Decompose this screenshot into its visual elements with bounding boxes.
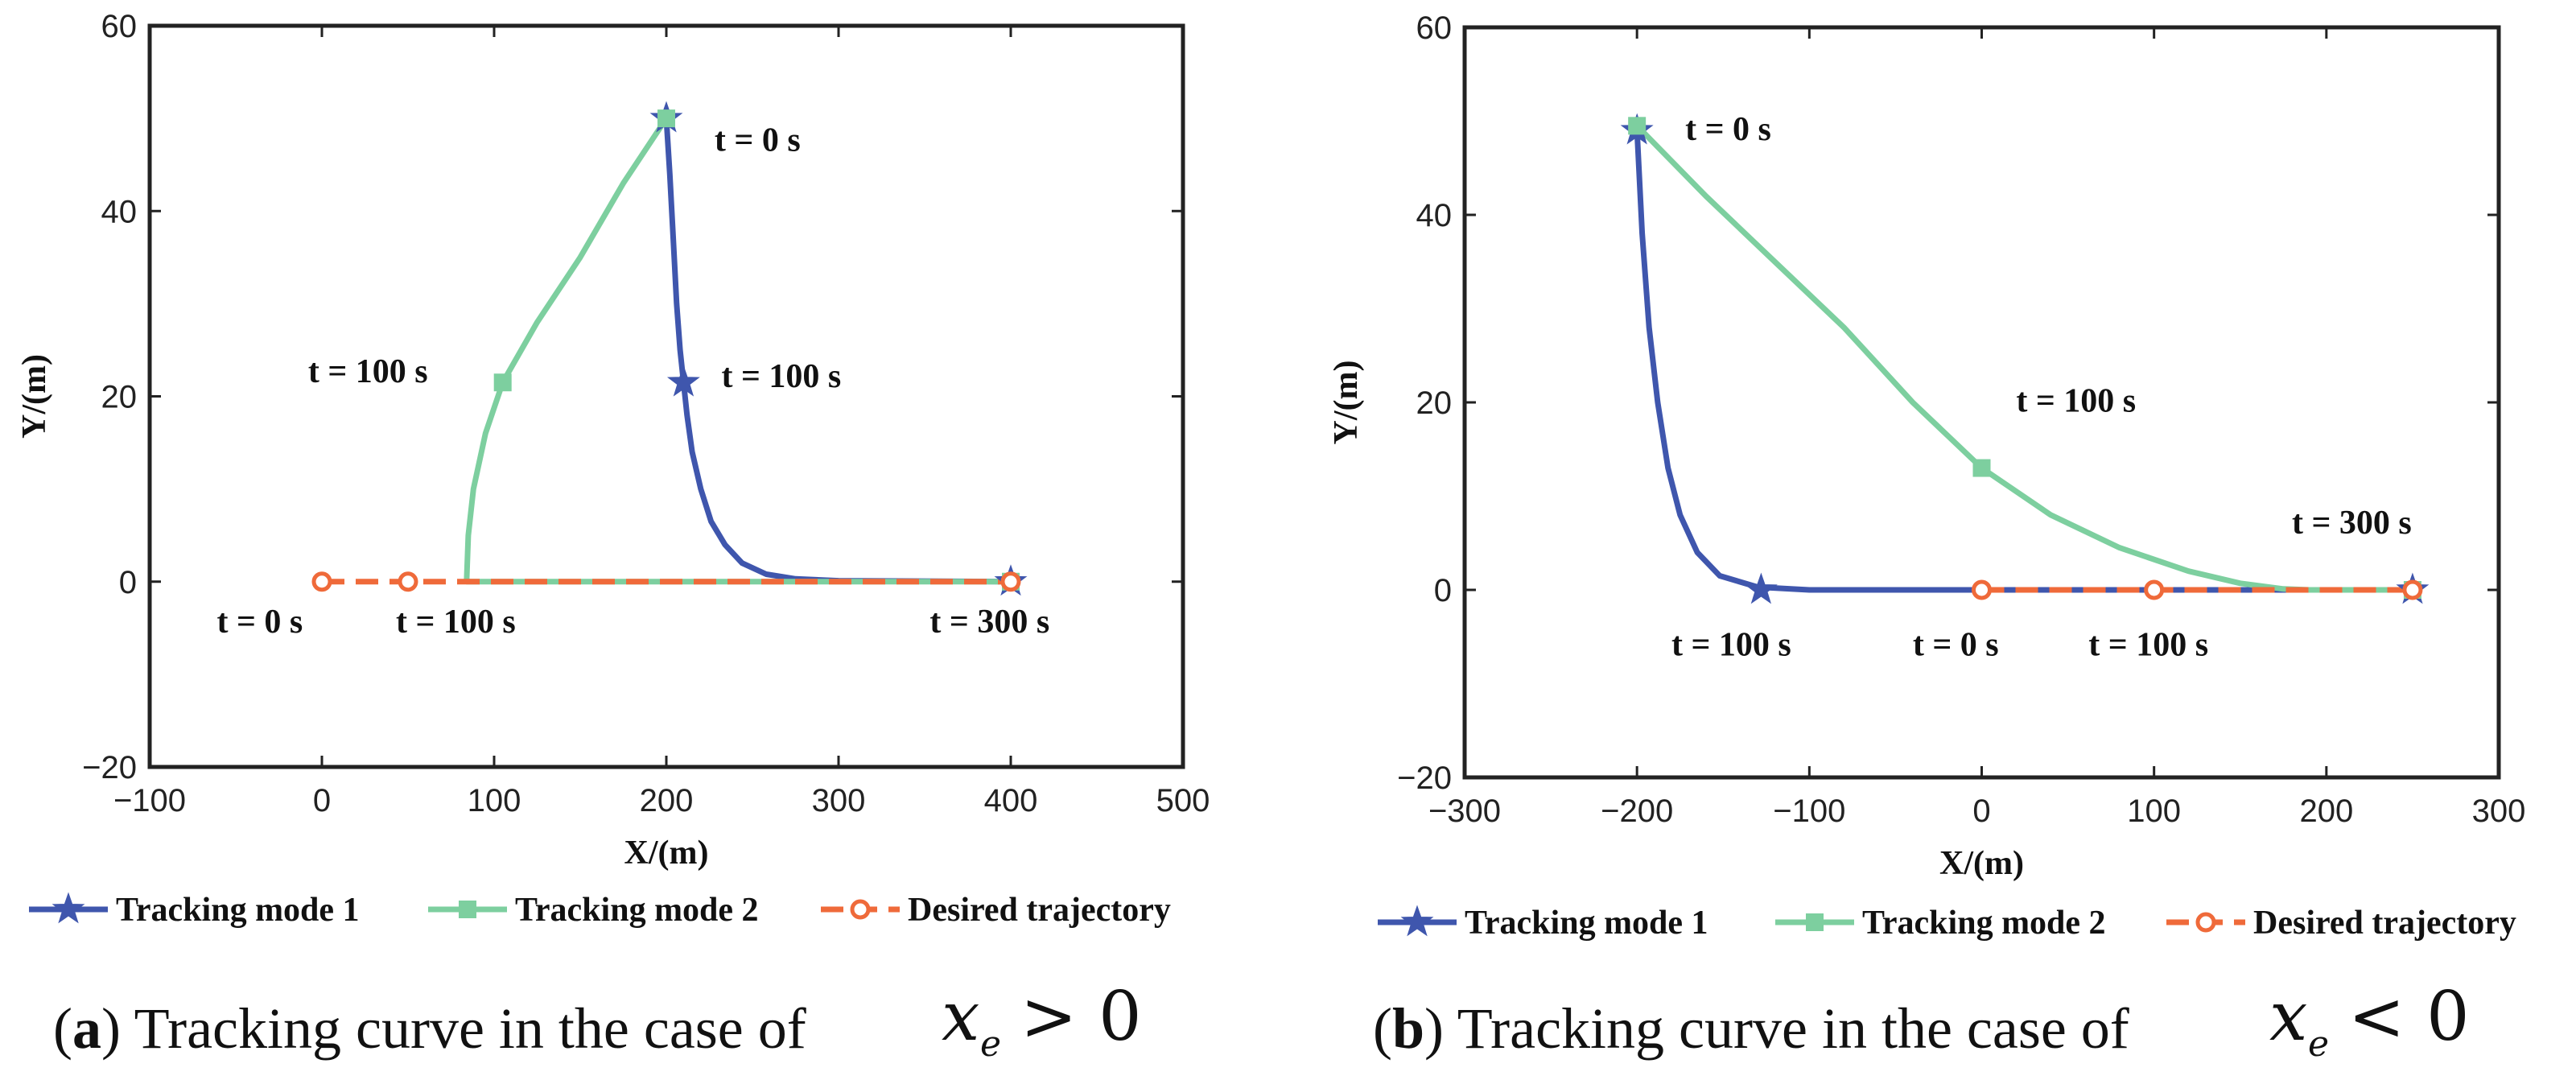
series-3-marker — [2144, 579, 2165, 600]
x-tick-label: 200 — [2299, 794, 2353, 829]
y-axis-label: Y/(m) — [1328, 361, 1365, 445]
legend-label: Tracking mode 2 — [515, 892, 759, 929]
legend-label: Desired trajectory — [2253, 905, 2516, 942]
x-tick-label: −200 — [1601, 794, 1673, 829]
legend-label: Tracking mode 1 — [116, 892, 360, 929]
caption-b: (b) Tracking curve in the case of x e < … — [1373, 977, 2470, 1065]
y-tick-label: 40 — [1416, 198, 1453, 233]
time-annotation: t = 0 s — [715, 122, 801, 159]
time-annotation: t = 300 s — [929, 604, 1049, 641]
x-tick-label: 300 — [812, 783, 866, 818]
caption-b-tag: b — [1392, 996, 1424, 1061]
x-tick-label: 500 — [1156, 783, 1210, 818]
legend-marker — [459, 901, 476, 918]
series-line-1 — [663, 117, 1012, 585]
caption-b-text: Tracking curve in the case of — [1444, 996, 2129, 1061]
y-tick-label: −20 — [82, 750, 137, 785]
series-line-2 — [464, 117, 1011, 585]
y-tick-label: 60 — [1416, 10, 1453, 46]
legend-a: Tracking mode 1 Tracking mode 2 Desired tr… — [29, 892, 1171, 929]
plot-frame — [1462, 25, 2501, 780]
time-annotation: t = 0 s — [1913, 627, 1999, 664]
legend-label: Tracking mode 2 — [1862, 905, 2106, 942]
time-annotation: t = 0 s — [216, 604, 303, 641]
plot-frame — [147, 23, 1185, 769]
series-3-marker — [311, 571, 332, 592]
caption-b-op: < 0 — [2348, 977, 2470, 1056]
x-tick-label: 100 — [468, 783, 521, 818]
caption-a-op: > 0 — [1020, 977, 1142, 1056]
legend-marker — [850, 899, 871, 920]
x-axis-label: X/(m) — [1939, 845, 2024, 882]
legend-label: Desired trajectory — [908, 892, 1171, 929]
series-2-marker — [1628, 117, 1647, 135]
caption-b-var: x — [2269, 977, 2307, 1056]
time-annotation: t = 100 s — [721, 358, 841, 395]
x-tick-label: 200 — [640, 783, 694, 818]
series-3-marker — [398, 571, 418, 592]
time-annotation: t = 0 s — [1685, 111, 1771, 148]
series-line-1 — [1634, 130, 2413, 593]
x-tick-label: −100 — [113, 783, 186, 818]
y-tick-label: −20 — [1397, 761, 1452, 796]
series-3-marker — [1000, 571, 1021, 592]
series-1-marker — [1744, 572, 1778, 604]
series-3-marker — [1972, 579, 1992, 600]
time-annotation: t = 100 s — [396, 604, 516, 641]
time-annotation: t = 100 s — [2088, 627, 2208, 664]
y-tick-label: 0 — [119, 565, 137, 600]
y-tick-label: 20 — [101, 380, 138, 415]
caption-a-text: Tracking curve in the case of — [121, 996, 806, 1061]
caption-a-tag: a — [72, 996, 101, 1061]
caption-a: (a) Tracking curve in the case of x e > … — [53, 977, 1142, 1065]
caption-a-sub: e — [980, 1024, 1001, 1065]
x-tick-label: 300 — [2472, 794, 2526, 829]
caption-b-sub: e — [2308, 1024, 2329, 1065]
series-1-marker — [666, 365, 700, 397]
y-tick-label: 0 — [1434, 573, 1452, 608]
legend-b: Tracking mode 1 Tracking mode 2 Desired tr… — [1378, 905, 2516, 942]
series-2-marker — [1972, 459, 1991, 477]
x-tick-label: 400 — [984, 783, 1038, 818]
x-tick-label: 0 — [313, 783, 331, 818]
y-tick-label: 60 — [101, 9, 138, 44]
time-annotation: t = 100 s — [1671, 627, 1791, 664]
caption-a-var: x — [942, 977, 979, 1056]
x-axis-label: X/(m) — [624, 835, 709, 872]
series-2-marker — [493, 373, 512, 392]
svg-text:(a) Tracking curve in the case: (a) Tracking curve in the case of — [53, 996, 806, 1061]
time-annotation: t = 100 s — [308, 353, 428, 390]
legend-marker — [1400, 905, 1434, 937]
x-tick-label: 0 — [1972, 794, 1990, 829]
series-2-marker — [657, 109, 675, 128]
x-tick-label: −300 — [1428, 794, 1501, 829]
y-tick-label: 40 — [101, 194, 138, 229]
x-tick-label: 100 — [2127, 794, 2181, 829]
series-line-2 — [1634, 123, 2413, 593]
series-3-marker — [2402, 579, 2423, 600]
time-annotation: t = 300 s — [2292, 505, 2412, 542]
y-axis-label: Y/(m) — [16, 354, 53, 439]
time-annotation: t = 100 s — [2016, 383, 2136, 420]
legend-marker — [52, 892, 85, 924]
legend-marker — [1806, 913, 1824, 931]
y-tick-label: 20 — [1416, 385, 1453, 421]
legend-label: Tracking mode 1 — [1465, 905, 1708, 942]
legend-marker — [2195, 912, 2216, 933]
chart-panel-a: −100 0 100 200 300 400 500 −20 0 20 40 60 t = 0 s t =… — [16, 9, 1210, 872]
svg-text:(b) Tracking curve in the case: (b) Tracking curve in the case of — [1373, 996, 2129, 1061]
x-tick-label: −100 — [1773, 794, 1845, 829]
